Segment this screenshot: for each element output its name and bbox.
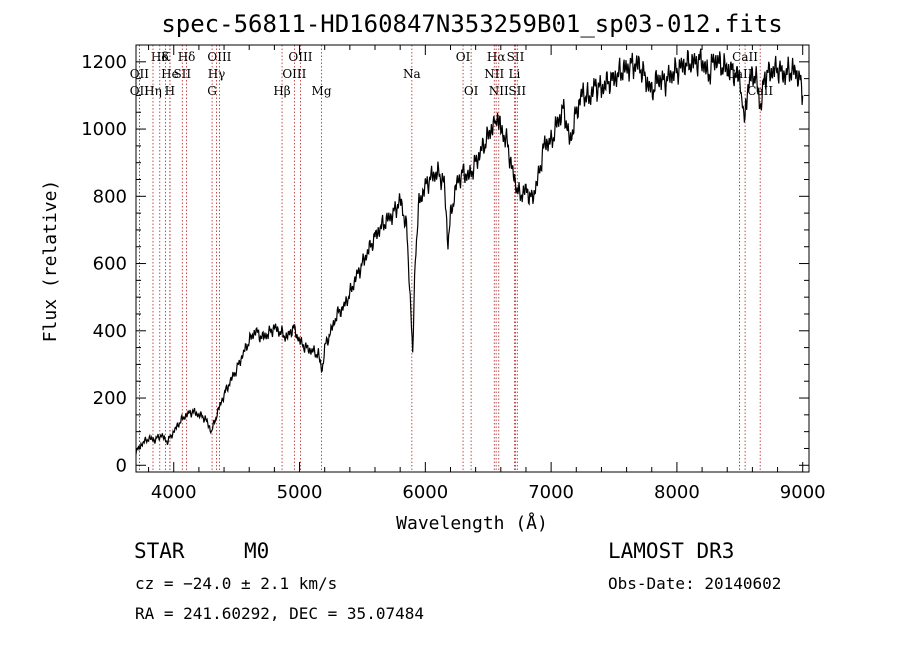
redshift: cz = −24.0 ± 2.1 km/s xyxy=(135,574,338,593)
obs-date: Obs-Date: 20140602 xyxy=(608,574,782,593)
marker-label: OIII xyxy=(282,67,306,81)
spectrum-line xyxy=(135,48,804,455)
y-tick-label: 0 xyxy=(116,455,127,476)
marker-label: SII xyxy=(507,50,525,64)
x-tick-label: 9000 xyxy=(780,482,826,503)
y-tick-label: 1200 xyxy=(81,52,127,73)
marker-label: OI xyxy=(456,50,471,64)
x-tick-label: 4000 xyxy=(151,482,197,503)
plot-frame xyxy=(135,44,810,473)
y-tick-label: 800 xyxy=(93,186,127,207)
marker-label: K xyxy=(161,50,171,64)
y-tick-label: 200 xyxy=(93,388,127,409)
survey-name: LAMOST DR3 xyxy=(608,539,735,563)
marker-label: Li xyxy=(508,67,520,81)
marker-label: Hβ xyxy=(273,84,290,98)
marker-label: CaII xyxy=(732,50,758,64)
subclass: M0 xyxy=(244,539,270,563)
marker-label: NII xyxy=(489,84,509,98)
y-tick-label: 400 xyxy=(93,321,127,342)
x-tick-label: 7000 xyxy=(528,482,574,503)
y-tick-label: 600 xyxy=(93,254,127,275)
x-tick-label: 6000 xyxy=(402,482,448,503)
chart-title: spec-56811-HD160847N353259B01_sp03-012.f… xyxy=(161,10,782,38)
marker-label: SII xyxy=(173,67,191,81)
x-tick-label: 5000 xyxy=(277,482,323,503)
marker-label: Hα xyxy=(487,50,506,64)
marker-label: H xyxy=(165,84,175,98)
object-class: STAR xyxy=(134,539,185,563)
x-tick-label: 8000 xyxy=(654,482,700,503)
marker-label: Na xyxy=(403,67,421,81)
marker-label: OIII xyxy=(207,50,231,64)
marker-label: Hδ xyxy=(178,50,196,64)
marker-label: Hγ xyxy=(208,67,226,81)
marker-label: SII xyxy=(508,84,526,98)
marker-label: OI xyxy=(464,84,479,98)
marker-label: Mg xyxy=(312,84,332,98)
marker-label: G xyxy=(207,84,217,98)
marker-label: OIII xyxy=(288,50,312,64)
marker-label: CaII xyxy=(747,84,773,98)
y-axis-label: Flux (relative) xyxy=(40,180,61,343)
marker-label: Hη xyxy=(144,84,162,98)
axes: 4000 5000 6000 7000 8000 9000 0 200 400 600 800 100… xyxy=(81,44,826,503)
marker-label: Hδ xyxy=(151,50,169,64)
x-axis-label: Wavelength (Å) xyxy=(396,512,548,534)
marker-label: OII xyxy=(130,84,150,98)
coordinates: RA = 241.60292, DEC = 35.07484 xyxy=(135,604,424,623)
y-tick-label: 1000 xyxy=(81,119,127,140)
marker-label: NII xyxy=(484,67,504,81)
